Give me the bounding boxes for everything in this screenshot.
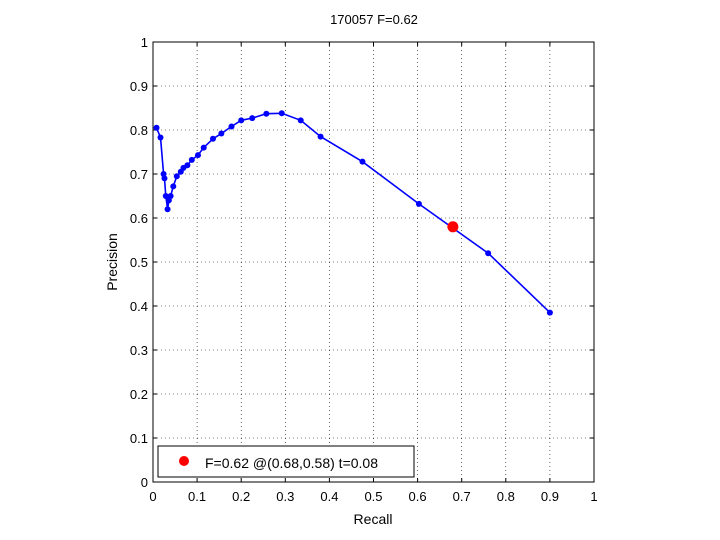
y-tick-label: 0 xyxy=(141,475,148,490)
max-f-point xyxy=(447,221,459,233)
y-tick-label: 0.6 xyxy=(130,211,148,226)
series-layer xyxy=(153,110,553,316)
x-tick-label: 0 xyxy=(149,489,156,504)
x-tick-label: 0.9 xyxy=(541,489,559,504)
data-point xyxy=(209,135,216,142)
data-point xyxy=(188,156,195,163)
axis-ticks xyxy=(152,41,595,483)
data-point xyxy=(170,183,177,190)
y-tick-label: 0.2 xyxy=(130,387,148,402)
x-tick-label: 1 xyxy=(590,489,597,504)
y-tick-label: 1 xyxy=(141,35,148,50)
data-point xyxy=(546,309,553,316)
y-tick-label: 0.3 xyxy=(130,343,148,358)
x-tick-label: 0.4 xyxy=(320,489,338,504)
y-tick-label: 0.1 xyxy=(130,431,148,446)
data-point xyxy=(162,193,169,199)
data-point xyxy=(218,130,225,137)
x-tick-labels: 0 0.1 0.2 0.3 0.4 0.5 0.6 0.7 0.8 0.9 1 xyxy=(149,489,597,504)
data-point xyxy=(249,115,256,122)
grid-lines xyxy=(153,42,594,482)
x-tick-label: 0.7 xyxy=(453,489,471,504)
x-tick-label: 0.1 xyxy=(188,489,206,504)
data-point xyxy=(485,250,492,257)
data-point xyxy=(359,158,366,165)
data-point xyxy=(161,175,168,182)
chart-title: 170057 F=0.62 xyxy=(330,12,418,27)
data-point xyxy=(228,123,235,130)
x-axis-label: Recall xyxy=(354,511,393,527)
y-tick-label: 0.9 xyxy=(130,79,148,94)
x-tick-label: 0.3 xyxy=(276,489,294,504)
x-tick-label: 0.5 xyxy=(364,489,382,504)
data-point xyxy=(238,117,245,124)
y-tick-labels: 0 0.1 0.2 0.3 0.4 0.5 0.6 0.7 0.8 0.9 1 xyxy=(130,35,148,490)
data-point xyxy=(200,144,207,151)
data-point xyxy=(194,152,201,159)
x-tick-label: 0.6 xyxy=(409,489,427,504)
data-point xyxy=(184,162,191,169)
data-point xyxy=(167,193,174,199)
data-point xyxy=(164,206,171,213)
legend: F=0.62 @(0.68,0.58) t=0.08 xyxy=(157,445,415,478)
data-point xyxy=(153,124,160,131)
y-tick-label: 0.4 xyxy=(130,299,148,314)
data-point xyxy=(278,110,285,117)
y-tick-label: 0.8 xyxy=(130,123,148,138)
legend-label: F=0.62 @(0.68,0.58) t=0.08 xyxy=(205,455,378,471)
x-tick-label: 0.2 xyxy=(232,489,250,504)
data-point xyxy=(297,117,304,124)
y-tick-label: 0.5 xyxy=(130,255,148,270)
data-point xyxy=(263,110,270,117)
x-tick-label: 0.8 xyxy=(497,489,515,504)
data-point xyxy=(173,173,180,180)
y-tick-label: 0.7 xyxy=(130,167,148,182)
data-point xyxy=(317,133,324,140)
data-point xyxy=(157,134,164,141)
data-point xyxy=(415,200,422,207)
legend-marker xyxy=(179,456,189,466)
legend-box xyxy=(157,445,415,478)
y-axis-label: Precision xyxy=(104,233,120,291)
plot-frame xyxy=(152,41,595,483)
